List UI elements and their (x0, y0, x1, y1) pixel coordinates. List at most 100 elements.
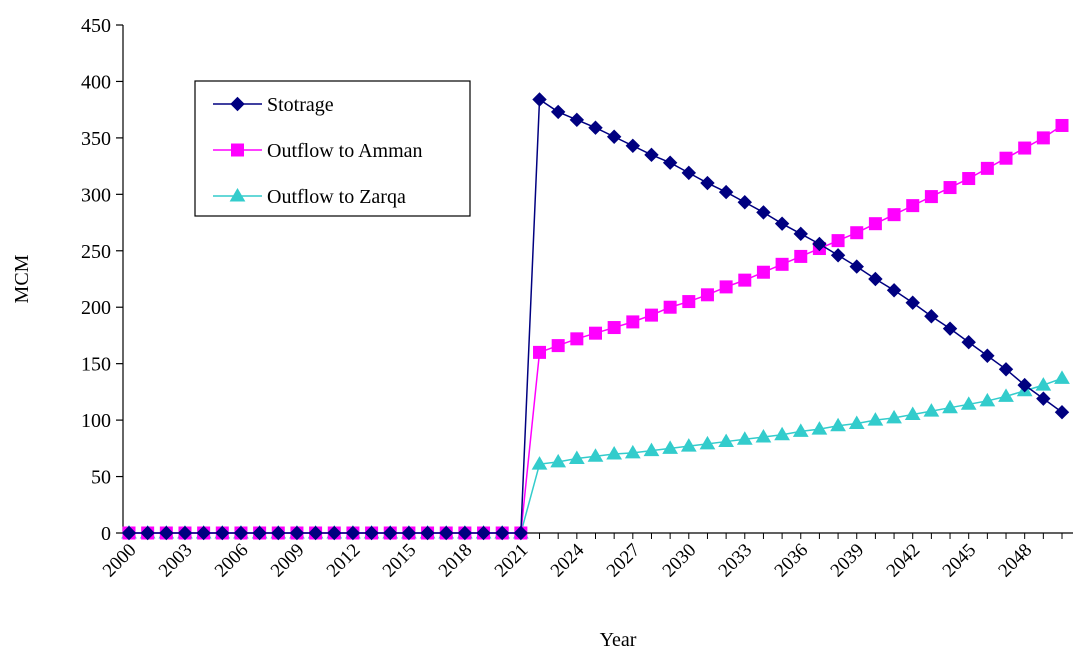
data-point (196, 525, 211, 541)
legend-label: Outflow to Amman (267, 140, 423, 162)
data-point (1055, 118, 1069, 132)
data-point (663, 300, 677, 314)
y-tick-label: 400 (81, 71, 111, 93)
x-tick-label: 2027 (603, 540, 645, 582)
data-point (719, 280, 733, 294)
data-point (756, 265, 770, 279)
data-point (831, 234, 845, 248)
data-point (327, 525, 342, 541)
x-tick-label: 2024 (547, 539, 589, 581)
data-point (700, 175, 715, 191)
data-point (999, 151, 1013, 165)
data-point (979, 392, 996, 407)
data-point (476, 525, 491, 541)
data-point (606, 445, 623, 460)
data-point (718, 433, 734, 448)
data-point (662, 440, 679, 454)
data-point (140, 525, 155, 541)
data-point (942, 399, 958, 414)
data-point (792, 423, 809, 437)
data-point (494, 525, 510, 541)
y-tick-label: 350 (81, 128, 111, 150)
data-point (699, 435, 716, 450)
data-point (589, 326, 602, 340)
data-point (625, 138, 641, 153)
data-point (904, 406, 921, 420)
data-point (924, 190, 938, 204)
data-point (943, 181, 957, 195)
data-point (1018, 141, 1032, 155)
data-point (383, 525, 398, 541)
data-point (215, 525, 230, 541)
y-tick-label: 0 (101, 523, 111, 545)
x-tick-label: 2009 (267, 540, 309, 582)
data-point (998, 362, 1014, 377)
y-tick-label: 250 (81, 241, 111, 263)
y-tick-label: 200 (81, 297, 111, 319)
data-point (961, 335, 976, 350)
data-point (774, 426, 790, 441)
data-point (457, 525, 473, 541)
data-point (550, 104, 566, 120)
x-tick-label: 2036 (771, 540, 813, 582)
x-tick-label: 2018 (435, 540, 477, 582)
x-tick-label: 2045 (939, 540, 981, 582)
x-tick-label: 2012 (323, 540, 365, 582)
data-point (980, 348, 995, 363)
series-layer (121, 92, 1070, 541)
data-point (624, 444, 641, 459)
legend-marker (231, 143, 244, 157)
data-point (1017, 377, 1032, 393)
legend-marker (230, 96, 245, 112)
legend-items: Stotrage Outflow to Amman Outflow to Zarqa (213, 94, 423, 208)
legend-marker (229, 188, 246, 202)
data-point (177, 525, 193, 541)
y-tick-label: 450 (81, 15, 111, 37)
data-point (737, 195, 752, 210)
series-2 (121, 370, 1070, 539)
data-point (906, 199, 920, 213)
y-tick-label: 150 (81, 354, 111, 376)
x-tick-label: 2015 (379, 540, 421, 582)
data-point (811, 421, 828, 435)
x-tick-label: 2033 (715, 540, 757, 582)
data-point (644, 147, 659, 163)
data-point (830, 248, 846, 263)
x-tick-label: 2039 (827, 540, 869, 582)
x-tick-label: 2021 (491, 540, 533, 582)
data-point (533, 345, 547, 359)
data-point (905, 295, 920, 310)
data-point (289, 525, 305, 541)
data-point (551, 339, 565, 353)
data-point (401, 525, 417, 541)
data-point (998, 388, 1014, 402)
data-point (607, 321, 621, 335)
data-point (980, 161, 994, 175)
legend: Stotrage Outflow to Amman Outflow to Zarqa (194, 80, 471, 217)
data-point (420, 525, 435, 541)
data-point (531, 456, 548, 470)
y-tick-label: 100 (81, 410, 111, 432)
data-point (1035, 377, 1052, 391)
data-point (271, 525, 286, 541)
data-point (886, 409, 902, 424)
y-axis-label: MCM (11, 254, 33, 303)
x-tick-label: 2006 (211, 540, 253, 582)
data-point (849, 259, 864, 274)
data-point (830, 417, 846, 432)
y-tick-group: 0 50 100 150 200 250 300 350 400 450 (81, 15, 123, 545)
data-point (887, 208, 901, 222)
data-point (850, 226, 864, 240)
data-point (662, 155, 678, 170)
data-point (644, 308, 658, 322)
x-tick-label: 2048 (994, 540, 1036, 582)
data-point (587, 448, 604, 462)
data-point (643, 442, 660, 457)
data-point (1036, 391, 1051, 406)
data-point (700, 288, 714, 302)
data-point (1054, 405, 1070, 420)
x-tick-label: 2000 (99, 540, 141, 582)
data-point (588, 120, 603, 135)
data-point (1054, 370, 1070, 384)
x-tick-group: 2000 2003 2006 2009 2012 2015 2018 2021 2024 2027… (99, 533, 1063, 582)
